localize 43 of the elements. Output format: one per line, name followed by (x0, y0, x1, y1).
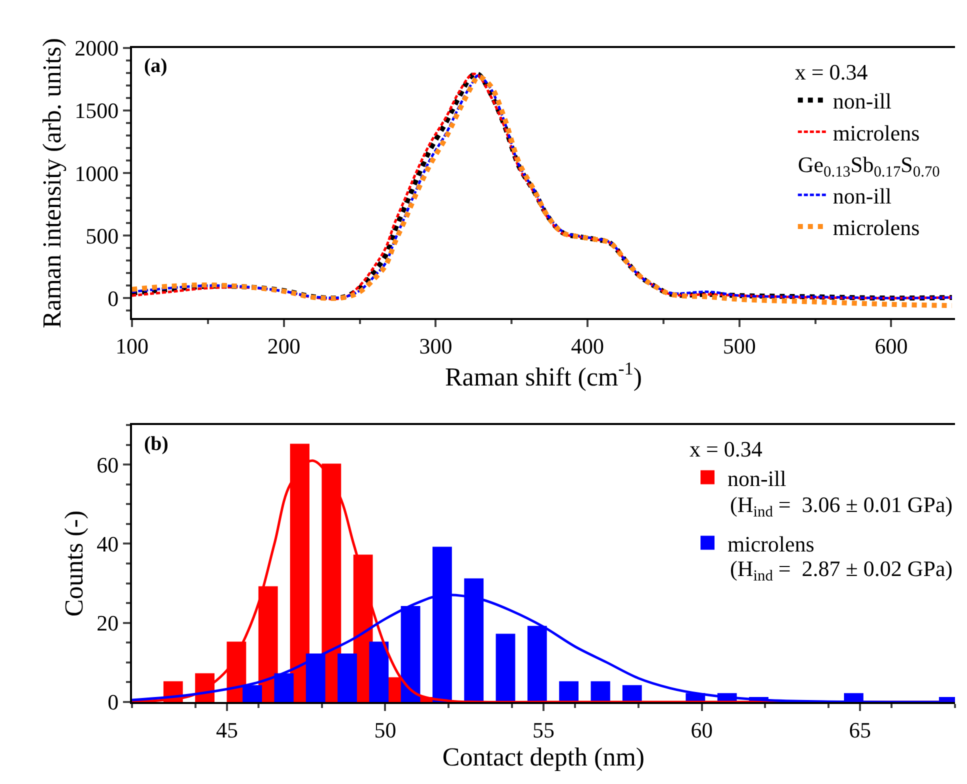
y-tick-label: 500 (86, 223, 119, 248)
y-tick-label: 1500 (74, 98, 119, 124)
x-axis-title: Contact depth (nm) (442, 742, 645, 772)
x-tick-label: 100 (116, 334, 148, 358)
legend-label: non-ill (832, 88, 892, 114)
legend-label: microlens (832, 120, 920, 146)
y-tick-label: 0 (108, 286, 119, 311)
x-tick-label: 60 (690, 717, 713, 742)
x-tick-label: 200 (267, 334, 300, 358)
y-tick-label: 0 (108, 690, 119, 715)
x-tick-label: 45 (216, 717, 238, 742)
legend-title: x = 0.34 (690, 436, 762, 462)
annotation: (a) (144, 55, 168, 77)
y-tick-label: 1000 (74, 160, 119, 186)
y-tick-label: 40 (96, 531, 119, 556)
y-axis-title: Counts (-) (60, 510, 88, 617)
y-tick-label: 2000 (74, 36, 119, 61)
x-tick-label: 600 (874, 334, 908, 358)
x-tick-label: 55 (532, 717, 554, 742)
bar (590, 681, 610, 702)
x-axis-title: Raman shift (cm$^{-1}$) (444, 358, 642, 392)
bar (559, 681, 579, 702)
y-tick-label: 60 (96, 452, 119, 478)
legend-label: non-ill (728, 466, 786, 491)
x-tick-label: 300 (419, 334, 452, 358)
legend-title: x = 0.34 (794, 59, 868, 84)
annotation: (H$_{ind}$ = 3.06 ± 0.01 GPa) (730, 492, 953, 521)
y-axis-title: Raman intensity (arb. units) (38, 38, 66, 328)
x-tick-label: 50 (374, 717, 396, 742)
annotation: (H$_{ind}$ = 2.87 ± 0.02 GPa) (730, 556, 953, 585)
annotation: (b) (144, 433, 168, 455)
annotation: Ge$_{0.13}$Sb$_{0.17}$S$_{0.70}$ (798, 152, 940, 180)
x-tick-label: 400 (571, 334, 604, 358)
x-tick-label: 65 (849, 717, 872, 742)
legend-label: microlens (832, 215, 920, 240)
bar (622, 685, 642, 702)
y-tick-label: 20 (96, 610, 119, 636)
x-tick-label: 500 (722, 334, 756, 358)
legend-label: microlens (728, 531, 814, 556)
legend-label: non-ill (832, 183, 892, 208)
bar (496, 634, 516, 702)
bar (338, 654, 357, 702)
bar (369, 642, 389, 702)
